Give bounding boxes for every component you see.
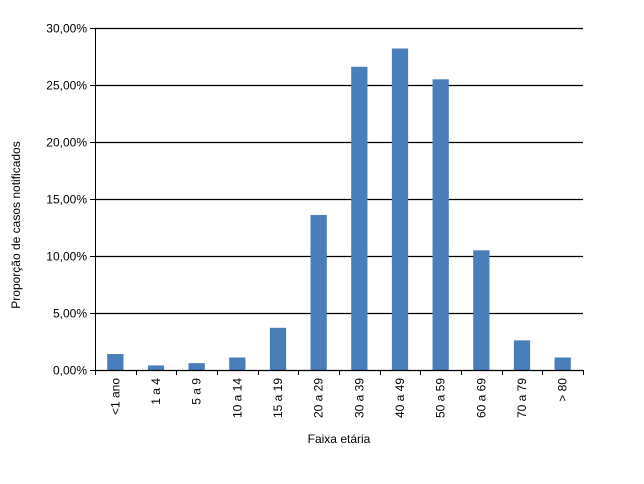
grid-lines [95,27,583,315]
y-tick-label: 30,00% [46,22,87,36]
x-tick-label: 10 a 14 [230,378,244,418]
x-tick-label: 30 a 39 [352,378,366,418]
x-tick-labels: <1 ano 1 a 4 5 a 9 10 a 14 15 a 19 20 a 29 30 … [108,378,569,418]
bar [554,357,571,370]
x-tick-label: 50 a 59 [434,378,448,418]
bar [391,48,409,371]
y-tick-label: 20,00% [46,136,87,150]
bar [229,357,246,370]
bars [107,48,571,371]
x-tick-label: 15 a 19 [271,378,285,418]
x-axis-label: Faixa etária [308,432,371,446]
y-tick-label: 15,00% [46,193,87,207]
y-tick-label: 25,00% [46,79,87,93]
y-axis-label: Proporção de casos notificados [9,141,23,308]
bar [310,214,327,370]
y-tick-label: 0,00% [53,364,87,378]
x-tick-label: 1 a 4 [149,378,163,405]
x-tick-label: 5 a 9 [190,378,204,405]
x-tick-label: <1 ano [108,378,122,415]
y-tick-label: 10,00% [46,250,87,264]
x-tick-label: > 80 [556,378,570,402]
bar [473,250,490,370]
x-tick-label: 70 a 79 [515,378,529,418]
axes [90,28,584,375]
bar [147,365,165,370]
x-tick-label: 40 a 49 [393,378,407,418]
bar [351,66,368,370]
bar [188,363,205,370]
bar [432,79,449,371]
bar [269,327,287,370]
x-tick-label: 20 a 29 [312,378,326,418]
y-tick-label: 5,00% [53,307,87,321]
x-tick-label: 60 a 69 [474,378,488,418]
bar [513,340,531,370]
bar [107,354,124,370]
y-tick-labels: 0,00% 5,00% 10,00% 15,00% 20,00% 25,00% 30,00% [46,22,87,378]
